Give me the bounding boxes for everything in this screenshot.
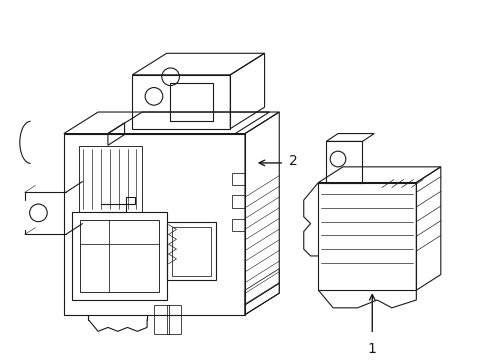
Text: 1: 1 bbox=[368, 342, 377, 356]
Text: 2: 2 bbox=[289, 154, 298, 168]
